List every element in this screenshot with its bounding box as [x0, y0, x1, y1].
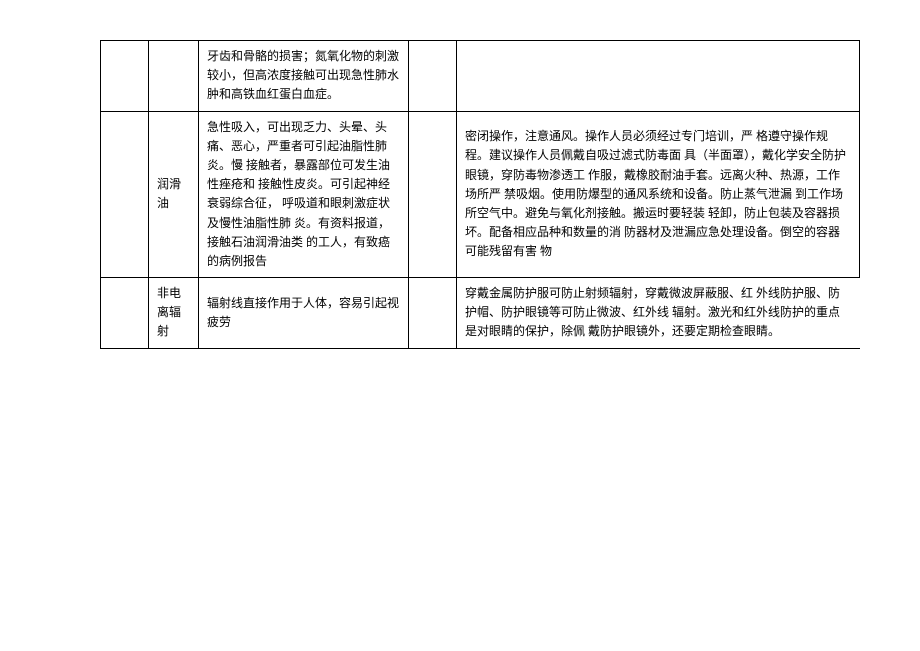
cell-category: [101, 41, 149, 112]
cell-blank: [409, 111, 457, 278]
cell-blank: [409, 278, 457, 349]
cell-measure: 穿戴金属防护服可防止射频辐射，穿戴微波屏蔽服、红 外线防护服、防护帽、防护眼镜等…: [457, 278, 860, 349]
cell-category: [101, 111, 149, 278]
cell-hazard: 辐射线直接作用于人体，容易引起视 疲劳: [199, 278, 409, 349]
cell-hazard: 牙齿和骨骼的损害；氮氧化物的刺激 较小，但高浓度接触可出现急性肺水 肿和高铁血红…: [199, 41, 409, 112]
cell-hazard: 急性吸入，可出现乏力、头晕、头痛、恶心，严重者可引起油脂性肺炎。慢 接触者，暴露…: [199, 111, 409, 278]
cell-category: [101, 278, 149, 349]
cell-name: 润滑油: [149, 111, 199, 278]
hazard-table: 牙齿和骨骼的损害；氮氧化物的刺激 较小，但高浓度接触可出现急性肺水 肿和高铁血红…: [100, 40, 860, 349]
document-page: 牙齿和骨骼的损害；氮氧化物的刺激 较小，但高浓度接触可出现急性肺水 肿和高铁血红…: [0, 0, 920, 349]
cell-name: 非电离辐射: [149, 278, 199, 349]
cell-measure: [457, 41, 860, 112]
table-row: 非电离辐射 辐射线直接作用于人体，容易引起视 疲劳 穿戴金属防护服可防止射频辐射…: [101, 278, 860, 349]
cell-blank: [409, 41, 457, 112]
cell-measure: 密闭操作，注意通风。操作人员必须经过专门培训，严 格遵守操作规程。建议操作人员佩…: [457, 111, 860, 278]
table-row: 牙齿和骨骼的损害；氮氧化物的刺激 较小，但高浓度接触可出现急性肺水 肿和高铁血红…: [101, 41, 860, 112]
cell-name: [149, 41, 199, 112]
table-row: 润滑油 急性吸入，可出现乏力、头晕、头痛、恶心，严重者可引起油脂性肺炎。慢 接触…: [101, 111, 860, 278]
